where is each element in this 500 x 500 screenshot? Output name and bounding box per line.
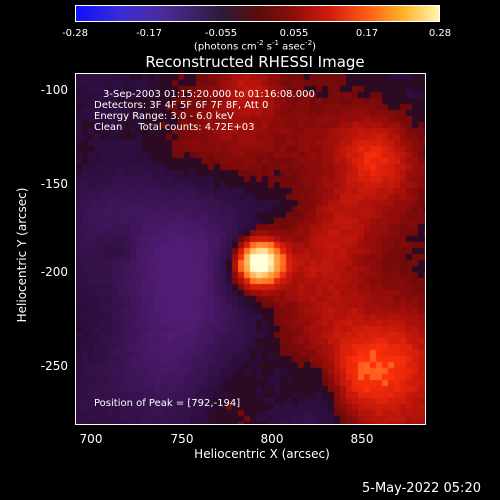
colorbar-tick: 0.17	[355, 28, 379, 39]
image-title: Reconstructed RHESSI Image	[145, 53, 365, 71]
colorbar-tick: -0.055	[204, 28, 238, 39]
colorbar-tick: 0.055	[279, 28, 309, 39]
x-axis-label: Heliocentric X (arcsec)	[194, 447, 330, 461]
y-axis-label: Heliocentric Y (arcsec)	[15, 187, 29, 323]
y-tick-label: -150	[40, 177, 68, 191]
colorbar-tick: -0.28	[62, 28, 88, 39]
rhessi-image-canvas	[76, 74, 425, 424]
colorbar-gradient	[76, 6, 439, 21]
detectors-annotation: Detectors: 3F 4F 5F 6F 7F 8F, Att 0	[94, 100, 269, 111]
peak-position-annotation: Position of Peak = [792,-194]	[94, 398, 241, 409]
colorbar	[75, 5, 440, 22]
colorbar-tick: -0.17	[136, 28, 162, 39]
x-tick-label: 700	[79, 432, 103, 446]
energy-range-annotation: Energy Range: 3.0 - 6.0 keV	[94, 111, 234, 122]
clean-counts-annotation: Clean Total counts: 4.72E+03	[94, 122, 255, 133]
colorbar-units: (photons cm-2 s-1 asec-2)	[193, 39, 317, 53]
rhessi-image	[75, 73, 426, 425]
time-range-annotation: 3-Sep-2003 01:15:20.000 to 01:16:08.000	[103, 89, 315, 100]
x-tick-label: 800	[260, 432, 284, 446]
colorbar-tick: 0.28	[428, 28, 452, 39]
y-tick-label: -200	[40, 265, 68, 279]
y-tick-label: -100	[40, 83, 68, 97]
y-tick-label: -250	[40, 359, 68, 373]
x-tick-label: 750	[170, 432, 194, 446]
timestamp: 5-May-2022 05:20	[362, 481, 481, 496]
x-tick-label: 850	[350, 432, 374, 446]
